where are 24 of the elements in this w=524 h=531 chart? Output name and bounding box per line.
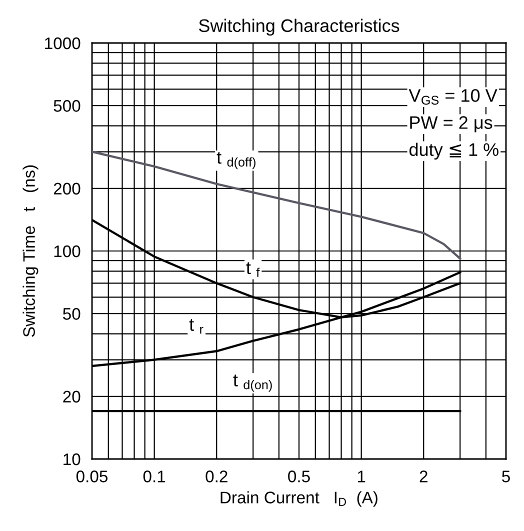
x-tick-label: 2 <box>420 470 428 482</box>
annotation: t $_{r}$ <box>189 319 204 334</box>
chart-title: Switching Characteristics <box>198 18 400 36</box>
y-axis-title: Switching Time t (ns) <box>22 165 38 337</box>
x-tick-label: 5 <box>502 470 510 482</box>
annotation: duty ≦ 1 % <box>409 142 498 160</box>
x-tick-label: 0.5 <box>288 470 310 482</box>
annotation: t $_{f}$ <box>246 262 260 277</box>
y-tick-label: 500 <box>54 100 80 112</box>
x-tick-label: 0.1 <box>143 470 166 482</box>
x-tick-label: 0.2 <box>206 470 228 482</box>
y-tick-label: 10 <box>64 453 80 466</box>
x-tick-label: 0.05 <box>76 470 108 482</box>
y-tick-label: 100 <box>54 245 80 258</box>
annotation: t $_{d(off)}$ <box>216 152 256 170</box>
annotation: V$_{GS}$ = 10 V <box>408 89 498 105</box>
y-tick-label: 50 <box>63 308 80 320</box>
y-tick-label: 1000 <box>45 37 80 50</box>
x-tick-label: 1 <box>358 470 366 482</box>
annotation: t $_{d(on)}$ <box>233 374 272 392</box>
annotation: PW = 2 μs <box>410 116 492 132</box>
y-tick-label: 20 <box>63 390 80 403</box>
y-tick-label: 200 <box>54 182 80 195</box>
x-axis-title: Drain Current I$_{D}$ (A) <box>220 491 378 507</box>
